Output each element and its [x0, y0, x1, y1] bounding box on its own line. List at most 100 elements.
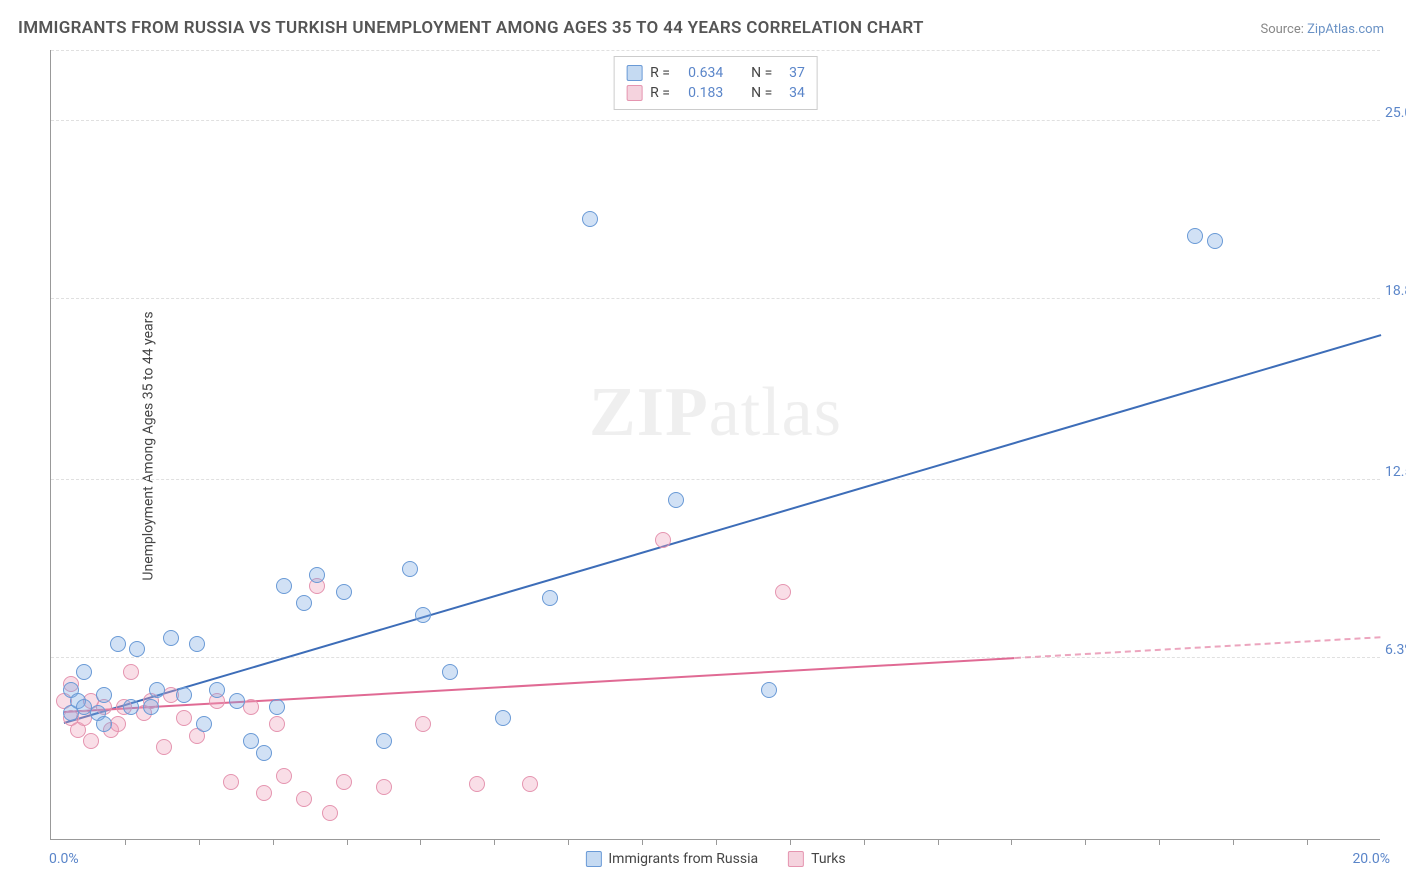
data-point-turks [469, 776, 485, 792]
data-point-russia [96, 716, 112, 732]
y-tick-label: 12.5% [1385, 464, 1406, 480]
data-point-turks [322, 805, 338, 821]
n-value-russia: 37 [789, 65, 805, 81]
x-tick [1085, 839, 1086, 845]
data-point-turks [256, 785, 272, 801]
gridline [51, 50, 1380, 51]
data-point-russia [376, 733, 392, 749]
gridline [51, 479, 1380, 480]
x-tick [864, 839, 865, 845]
x-tick [568, 839, 569, 845]
legend-row-russia: R = 0.634 N = 37 [626, 63, 805, 83]
x-tick [125, 839, 126, 845]
gridline [51, 657, 1380, 658]
watermark-bold: ZIP [589, 374, 709, 451]
x-axis-min: 0.0% [49, 851, 79, 867]
x-tick [790, 839, 791, 845]
source-prefix: Source: [1260, 22, 1307, 37]
n-label: N = [751, 85, 781, 101]
data-point-russia [163, 630, 179, 646]
data-point-russia [243, 733, 259, 749]
plot-area: ZIPatlas R = 0.634 N = 37 R = 0.183 N = … [50, 50, 1380, 840]
n-label: N = [751, 65, 781, 81]
x-axis-max: 20.0% [1352, 851, 1390, 867]
data-point-russia [1187, 228, 1203, 244]
data-point-russia [110, 636, 126, 652]
swatch-russia-icon [626, 65, 642, 81]
data-point-russia [402, 561, 418, 577]
x-tick [1307, 839, 1308, 845]
data-point-russia [143, 699, 159, 715]
x-tick [1159, 839, 1160, 845]
data-point-russia [415, 607, 431, 623]
swatch-turks-icon [788, 851, 804, 867]
data-point-russia [276, 578, 292, 594]
x-tick [938, 839, 939, 845]
data-point-russia [336, 584, 352, 600]
legend-item-turks: Turks [788, 851, 846, 867]
r-label: R = [650, 85, 680, 101]
data-point-russia [176, 687, 192, 703]
data-point-russia [256, 745, 272, 761]
trend-line-dashed-turks [1015, 636, 1381, 659]
data-point-turks [156, 739, 172, 755]
data-point-russia [149, 682, 165, 698]
data-point-russia [495, 710, 511, 726]
legend-correlation: R = 0.634 N = 37 R = 0.183 N = 34 [613, 56, 818, 110]
data-point-turks [336, 774, 352, 790]
data-point-turks [83, 733, 99, 749]
data-point-turks [296, 791, 312, 807]
data-point-russia [229, 693, 245, 709]
data-point-russia [442, 664, 458, 680]
x-tick [199, 839, 200, 845]
r-value-turks: 0.183 [688, 85, 743, 101]
r-label: R = [650, 65, 680, 81]
data-point-russia [296, 595, 312, 611]
swatch-turks-icon [626, 85, 642, 101]
data-point-turks [522, 776, 538, 792]
data-point-russia [309, 567, 325, 583]
x-tick [716, 839, 717, 845]
y-tick-label: 18.8% [1385, 283, 1406, 299]
chart-title: IMMIGRANTS FROM RUSSIA VS TURKISH UNEMPL… [18, 18, 924, 38]
legend-label-russia: Immigrants from Russia [608, 851, 758, 867]
data-point-russia [196, 716, 212, 732]
legend-label-turks: Turks [811, 851, 846, 867]
data-point-turks [269, 716, 285, 732]
trend-line-turks [64, 657, 1015, 713]
data-point-russia [542, 590, 558, 606]
data-point-turks [276, 768, 292, 784]
gridline [51, 120, 1380, 121]
n-value-turks: 34 [789, 85, 805, 101]
data-point-russia [668, 492, 684, 508]
r-value-russia: 0.634 [688, 65, 743, 81]
x-tick [420, 839, 421, 845]
watermark-rest: atlas [709, 374, 842, 451]
gridline [51, 298, 1380, 299]
y-tick-label: 6.3% [1385, 642, 1406, 658]
data-point-turks [775, 584, 791, 600]
legend-item-russia: Immigrants from Russia [585, 851, 758, 867]
x-tick [1233, 839, 1234, 845]
data-point-turks [176, 710, 192, 726]
swatch-russia-icon [585, 851, 601, 867]
source-link[interactable]: ZipAtlas.com [1307, 22, 1384, 37]
data-point-turks [223, 774, 239, 790]
data-point-turks [376, 779, 392, 795]
data-point-turks [655, 532, 671, 548]
data-point-russia [582, 211, 598, 227]
source-text: Source: ZipAtlas.com [1260, 22, 1384, 37]
data-point-russia [123, 699, 139, 715]
x-tick [494, 839, 495, 845]
data-point-russia [269, 699, 285, 715]
data-point-russia [1207, 233, 1223, 249]
chart-container: IMMIGRANTS FROM RUSSIA VS TURKISH UNEMPL… [0, 0, 1406, 892]
data-point-russia [96, 687, 112, 703]
data-point-russia [209, 682, 225, 698]
data-point-turks [123, 664, 139, 680]
data-point-turks [415, 716, 431, 732]
x-tick [642, 839, 643, 845]
x-tick [347, 839, 348, 845]
trend-line-russia [64, 334, 1381, 724]
data-point-russia [189, 636, 205, 652]
